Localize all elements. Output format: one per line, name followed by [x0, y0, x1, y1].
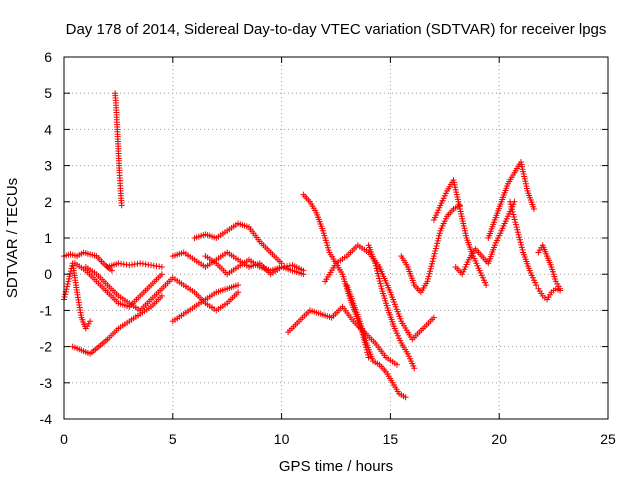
data-point-marker [515, 231, 522, 238]
data-point-marker [483, 282, 490, 289]
data-series-arc-d [82, 264, 242, 314]
data-series-arc-s [452, 198, 518, 278]
y-tick-label: -4 [40, 411, 53, 427]
data-point-marker [425, 273, 432, 280]
axis-ticks: 0 5 10 15 20 25 -4 -3 -2 -1 0 1 2 3 4 5 6 [40, 49, 616, 447]
data-point-marker [507, 201, 514, 208]
chart-title: Day 178 of 2014, Sidereal Day-to-day VTE… [66, 21, 607, 38]
data-points [61, 90, 564, 401]
data-point-marker [427, 265, 434, 272]
data-point-marker [235, 289, 242, 296]
data-point-marker [108, 267, 115, 274]
data-point-marker [158, 264, 165, 270]
data-point-marker [66, 275, 72, 282]
data-series-arc-q [398, 202, 463, 296]
data-point-marker [300, 271, 307, 278]
data-point-marker [431, 250, 438, 257]
data-point-marker [158, 292, 165, 299]
x-axis-title: GPS time / hours [279, 458, 393, 475]
data-point-marker [158, 271, 165, 278]
data-point-marker [435, 235, 442, 242]
data-point-marker [519, 246, 526, 253]
data-series-arc-e [71, 260, 165, 310]
data-point-marker [517, 239, 524, 246]
data-point-marker [376, 275, 383, 282]
data-series-arc-u [507, 198, 540, 289]
data-point-marker [509, 208, 516, 215]
x-tick-label: 20 [491, 431, 507, 447]
x-tick-label: 0 [60, 431, 68, 447]
data-point-marker [235, 282, 242, 289]
data-series-arc-k [202, 253, 307, 278]
data-point-marker [378, 283, 384, 290]
y-tick-label: 5 [44, 85, 52, 101]
data-series-arc-p [365, 242, 418, 372]
y-tick-label: 4 [44, 121, 52, 137]
y-tick-label: 0 [44, 266, 52, 282]
y-tick-label: 3 [44, 158, 52, 174]
data-point-marker [430, 314, 437, 321]
x-tick-label: 10 [274, 431, 290, 447]
data-point-marker [531, 206, 537, 212]
data-point-marker [513, 224, 520, 231]
data-point-marker [557, 287, 564, 294]
data-series-arc-v [535, 242, 564, 292]
data-point-marker [64, 281, 71, 287]
data-point-marker [411, 365, 418, 372]
data-series-arc-t [485, 159, 537, 241]
data-point-marker [511, 216, 518, 223]
data-series-arc-l [285, 303, 400, 368]
data-series-arc-i [191, 220, 285, 267]
data-point-marker [62, 291, 69, 298]
y-tick-label: 1 [44, 230, 52, 246]
data-point-marker [433, 243, 440, 249]
data-series-arc-b [61, 260, 94, 332]
data-point-marker [372, 260, 379, 267]
data-series-arc-h [169, 249, 307, 278]
data-point-marker [533, 282, 540, 289]
data-series-arc-f [104, 260, 165, 270]
y-tick-label: -2 [40, 339, 53, 355]
data-point-marker [374, 267, 381, 274]
data-point-marker [393, 361, 400, 368]
data-point-marker [365, 354, 372, 361]
data-series-arc-n [322, 242, 437, 343]
y-tick-label: -1 [40, 302, 53, 318]
y-tick-label: 6 [44, 49, 52, 65]
data-series-arc-w [535, 285, 564, 303]
y-axis-title: SDTVAR / TECUs [4, 178, 21, 298]
data-point-marker [402, 394, 409, 401]
y-tick-label: -3 [40, 375, 53, 391]
data-series-arc-o [343, 282, 409, 401]
x-tick-label: 15 [383, 431, 399, 447]
data-point-marker [118, 202, 125, 209]
x-tick-label: 5 [169, 431, 177, 447]
data-point-marker [61, 294, 68, 300]
data-point-marker [429, 258, 436, 265]
y-tick-label: 2 [44, 194, 52, 210]
data-point-marker [87, 318, 94, 325]
data-series-arc-m [300, 191, 372, 361]
data-series-arc-j [169, 282, 242, 325]
data-series-arc-g [112, 90, 125, 209]
grid [64, 57, 608, 419]
data-series-arc-a [61, 249, 115, 274]
x-tick-label: 25 [600, 431, 616, 447]
data-point-marker [64, 283, 71, 290]
